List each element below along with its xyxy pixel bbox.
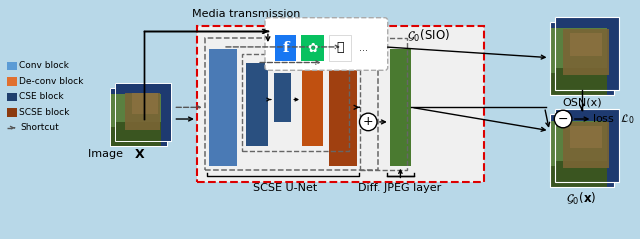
Text: ✿: ✿ (307, 41, 318, 54)
Text: f: f (282, 41, 289, 55)
Bar (209, 49, 237, 166)
Text: De-conv block: De-conv block (19, 76, 84, 86)
Text: $\mathcal{G}_0\mathrm{(SIO)}$: $\mathcal{G}_0\mathrm{(SIO)}$ (407, 28, 450, 44)
Bar (110, 88, 166, 94)
Bar (120, 98, 155, 135)
Bar (556, 161, 619, 182)
Bar (166, 83, 172, 141)
Text: ...: ... (359, 43, 368, 53)
Text: Shortcut: Shortcut (20, 123, 60, 132)
Bar (550, 22, 614, 95)
Bar (115, 83, 172, 141)
Bar (556, 68, 619, 90)
Text: Diff. JPEG layer: Diff. JPEG layer (358, 183, 441, 193)
Bar (550, 114, 614, 187)
Bar (570, 126, 602, 148)
Bar (563, 122, 609, 168)
Bar (7, 108, 17, 117)
Bar (607, 114, 614, 187)
Bar (161, 88, 166, 146)
Bar (110, 88, 166, 146)
FancyBboxPatch shape (265, 18, 388, 70)
Bar (556, 17, 619, 90)
Text: SCSE block: SCSE block (19, 108, 70, 117)
Text: $\mathcal{G}_0(\mathbf{x})$: $\mathcal{G}_0(\mathbf{x})$ (566, 191, 596, 207)
Bar (7, 61, 17, 70)
Text: $\mathbf{X}$: $\mathbf{X}$ (134, 148, 146, 161)
Bar (360, 38, 407, 170)
Circle shape (360, 113, 377, 131)
Bar (558, 127, 604, 173)
Bar (7, 77, 17, 86)
Bar (329, 35, 351, 60)
Bar (556, 109, 619, 116)
Bar (242, 54, 349, 151)
Text: Conv block: Conv block (19, 61, 69, 70)
Bar (556, 109, 619, 182)
Bar (275, 35, 296, 60)
Bar (110, 127, 166, 146)
Bar (565, 131, 597, 153)
Bar (115, 122, 172, 141)
Bar (612, 17, 619, 90)
Bar (550, 22, 614, 28)
Bar (550, 114, 614, 187)
Text: +: + (363, 115, 374, 128)
Bar (550, 114, 614, 121)
Bar (556, 17, 619, 23)
Bar (570, 33, 602, 56)
Bar (132, 93, 158, 114)
Bar (563, 29, 609, 75)
Bar (329, 49, 356, 166)
Text: 🐧: 🐧 (336, 41, 344, 54)
Bar (558, 34, 604, 80)
Bar (110, 88, 166, 146)
Text: Media transmission: Media transmission (192, 9, 301, 19)
Bar (301, 35, 324, 60)
Circle shape (554, 110, 572, 128)
Bar (274, 73, 291, 122)
Text: SCSE U-Net: SCSE U-Net (253, 183, 317, 193)
Bar (115, 83, 172, 89)
Bar (302, 64, 323, 146)
Bar (550, 166, 614, 187)
Bar (550, 73, 614, 95)
Bar (205, 38, 378, 170)
Bar (7, 93, 17, 102)
Bar (125, 93, 160, 130)
Bar (556, 17, 619, 90)
Text: CSE block: CSE block (19, 92, 64, 101)
Text: OSN(x): OSN(x) (563, 98, 602, 108)
Bar (607, 22, 614, 95)
Bar (390, 49, 411, 166)
Bar (565, 38, 597, 60)
Bar (115, 83, 172, 141)
Bar (556, 109, 619, 182)
Bar (550, 22, 614, 95)
Text: loss  $\mathcal{L}_0$: loss $\mathcal{L}_0$ (592, 112, 635, 126)
Text: −: − (558, 113, 568, 125)
Text: Image: Image (88, 149, 127, 159)
Bar (127, 98, 153, 119)
Bar (196, 27, 484, 182)
Bar (246, 64, 268, 146)
Bar (612, 109, 619, 182)
